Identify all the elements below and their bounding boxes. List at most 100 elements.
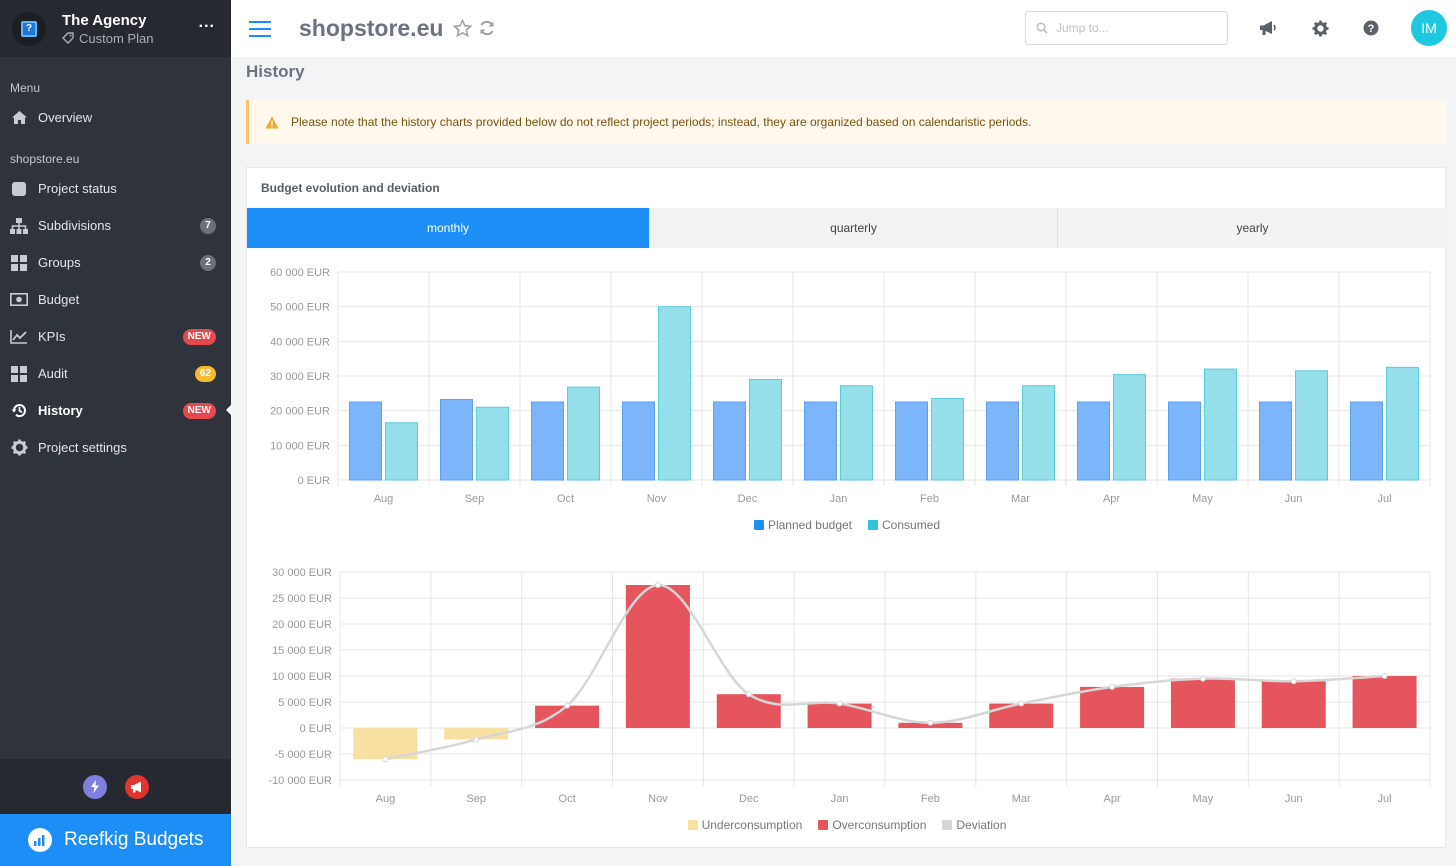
x-tick-label: Mar [1012, 793, 1031, 805]
sidebar-item-project-status[interactable]: Project status [0, 170, 231, 207]
sidebar-item-label: Audit [38, 366, 68, 381]
tab-monthly[interactable]: monthly [247, 208, 649, 248]
bar-chart-icon [28, 828, 52, 852]
y-tick-label: 5 000 EUR [278, 697, 332, 709]
x-tick-label: Aug [376, 793, 396, 805]
deviation-point [564, 702, 571, 709]
y-tick-label: 50 000 EUR [270, 302, 330, 314]
period-tabs: monthly quarterly yearly [247, 208, 1447, 248]
consumed-bar [1204, 368, 1237, 481]
deviation-chart: -10 000 EUR -5 000 EUR 0 EUR 5 000 EUR 10 00… [268, 567, 1431, 805]
x-tick-label: Nov [648, 793, 668, 805]
settings-gear-icon[interactable] [1310, 18, 1330, 38]
sitemap-icon [10, 217, 28, 235]
deviation-point [1381, 673, 1388, 679]
deviation-point [473, 736, 480, 743]
y-tick-label: 25 000 EUR [272, 593, 332, 605]
megaphone-icon[interactable] [124, 774, 149, 799]
x-tick-label: Aug [374, 493, 394, 505]
planned-bar [986, 401, 1019, 481]
underconsumption-bar [444, 728, 509, 740]
x-tick-label: Jan [831, 793, 849, 805]
refresh-icon[interactable] [478, 19, 496, 37]
count-badge: 2 [200, 254, 216, 271]
grid-icon [10, 365, 28, 383]
help-icon[interactable]: ? [1361, 18, 1381, 38]
x-tick-label: Jan [830, 493, 848, 505]
planned-bar [1350, 401, 1383, 481]
consumed-bar [840, 385, 873, 481]
overconsumption-bar [1352, 676, 1417, 728]
tab-quarterly[interactable]: quarterly [649, 208, 1057, 248]
x-tick-label: Nov [647, 493, 667, 505]
x-tick-label: Jun [1285, 793, 1303, 805]
legend-item-underconsumption[interactable]: Underconsumption [687, 818, 802, 832]
count-badge: 62 [194, 365, 216, 382]
gear-icon [10, 439, 28, 457]
legend-item-deviation[interactable]: Deviation [942, 818, 1006, 832]
org-switcher[interactable]: ? The Agency Custom Plan ... [0, 0, 231, 57]
deviation-point [1199, 675, 1206, 682]
x-tick-label: May [1193, 793, 1214, 805]
sidebar-item-groups[interactable]: Groups 2 [0, 244, 231, 281]
sidebar-item-kpis[interactable]: KPIs NEW [0, 318, 231, 355]
x-tick-label: May [1192, 493, 1213, 505]
warning-icon [265, 116, 279, 128]
sidebar-item-subdivisions[interactable]: Subdivisions 7 [0, 207, 231, 244]
consumed-bar [1022, 385, 1055, 481]
y-tick-label: 0 EUR [300, 723, 332, 735]
x-tick-label: Sep [465, 493, 485, 505]
y-tick-label: 10 000 EUR [272, 671, 332, 683]
project-section-label: shopstore.eu [10, 152, 80, 166]
tab-yearly[interactable]: yearly [1057, 208, 1447, 248]
search-icon [1036, 22, 1048, 34]
user-avatar[interactable]: IM [1411, 10, 1447, 46]
deviation-point [745, 691, 752, 698]
x-tick-label: Jul [1377, 493, 1391, 505]
hamburger-menu-icon[interactable] [249, 20, 271, 37]
grid-icon [10, 254, 28, 272]
announcements-icon[interactable] [1258, 18, 1278, 38]
consumed-bar [567, 386, 600, 481]
sidebar-item-budget[interactable]: Budget [0, 281, 231, 318]
overconsumption-bar [1080, 686, 1145, 728]
planned-bar [713, 401, 746, 481]
sidebar-item-label: Subdivisions [38, 218, 111, 233]
planned-bar [622, 401, 655, 481]
sidebar-item-project-settings[interactable]: Project settings [0, 429, 231, 466]
deviation-point [1018, 700, 1025, 707]
consumed-bar [658, 306, 691, 481]
bolt-icon[interactable] [82, 774, 107, 799]
jump-to-search[interactable]: Jump to... [1025, 11, 1228, 45]
star-icon[interactable] [453, 19, 473, 38]
org-menu-button[interactable]: ... [198, 14, 215, 31]
x-tick-label: Apr [1104, 793, 1121, 805]
x-tick-label: Feb [920, 493, 939, 505]
x-tick-label: Jun [1285, 493, 1303, 505]
planned-bar [349, 401, 382, 481]
legend-item-consumed[interactable]: Consumed [868, 518, 940, 532]
history-icon [10, 402, 28, 420]
org-logo: ? [12, 11, 46, 46]
sidebar-item-label: Budget [38, 292, 80, 307]
x-tick-label: Oct [557, 493, 574, 505]
sidebar-item-label: Project status [38, 181, 117, 196]
planned-bar [1259, 401, 1292, 481]
sidebar-item-history[interactable]: History NEW [0, 392, 232, 429]
deviation-point [382, 756, 389, 763]
line-chart-icon [10, 328, 28, 346]
planned-bar [804, 401, 837, 481]
calendar-period-notice: Please note that the history charts prov… [246, 100, 1446, 144]
sidebar-item-audit[interactable]: Audit 62 [0, 355, 231, 392]
legend-item-overconsumption[interactable]: Overconsumption [818, 818, 926, 832]
top-bar: shopstore.eu Jump to... ? IM [231, 0, 1456, 57]
legend-item-planned[interactable]: Planned budget [753, 518, 852, 532]
overconsumption-bar [535, 705, 600, 728]
consumed-bar [476, 406, 509, 481]
sidebar-item-overview[interactable]: Overview [0, 99, 231, 136]
x-tick-label: Mar [1011, 493, 1030, 505]
consumed-bar [749, 378, 782, 481]
home-icon [10, 109, 28, 127]
brand-bar: Reefkig Budgets [0, 814, 231, 866]
sidebar: ? The Agency Custom Plan ... Menu Overvi… [0, 0, 232, 866]
